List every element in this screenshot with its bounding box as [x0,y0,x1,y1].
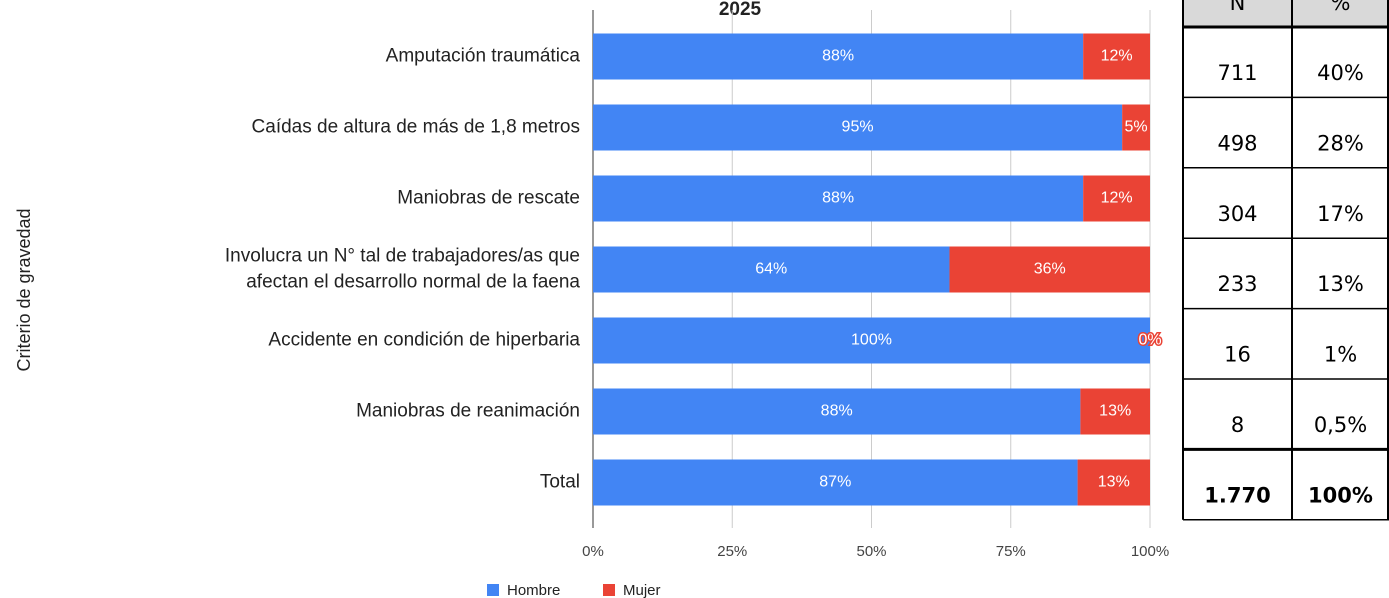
value-label: 88% [822,190,854,207]
bar-segment [1083,33,1150,80]
category-label: Involucra un N° tal de trabajadores/as q… [225,246,581,293]
value-label: 36% [1034,261,1066,278]
legend-swatch [603,584,615,596]
x-tick-label: 0% [582,543,604,560]
value-label: 100% [851,332,892,349]
category-label: Accidente en condición de hiperbaria [268,330,580,351]
x-tick-label: 25% [717,543,747,560]
legend-label: Mujer [623,582,661,598]
value-label: 87% [819,474,851,491]
value-label: 95% [842,119,874,136]
value-label: 13% [1098,474,1130,491]
bar-segment [1122,104,1150,151]
bar-segment [1077,459,1150,506]
value-label: 88% [821,403,853,420]
bar-segment [593,459,1078,506]
table-cell: 8 [1231,413,1244,437]
table-cell: 40% [1317,61,1364,85]
table-cell: 13% [1317,272,1364,296]
category-label: Total [540,472,580,493]
table-cell: 711 [1217,61,1257,85]
table-cell: 17% [1317,202,1364,226]
value-label: 12% [1101,48,1133,65]
table-cell: 16 [1224,343,1251,367]
table-cell: 233 [1217,272,1257,296]
legend-swatch [487,584,499,596]
category-label: Maniobras de reanimación [356,401,580,422]
bar-segment [593,388,1081,435]
value-label: 88% [822,48,854,65]
table-cell: 0,5% [1314,413,1367,437]
bar-segment [1083,175,1150,222]
bar-segment [593,246,950,293]
bar-segment [949,246,1150,293]
bar-segment [1080,388,1150,435]
bar-segment [593,104,1123,151]
bar-segment [593,33,1084,80]
category-label: Amputación traumática [386,46,581,67]
value-label: 0% [1138,332,1161,349]
bar-segment [593,317,1150,364]
table-header-bg [1183,0,1389,27]
x-tick-label: 75% [996,543,1026,560]
category-label: Caídas de altura de más de 1,8 metros [252,117,580,138]
value-label: 5% [1125,119,1148,136]
category-label: Maniobras de rescate [397,188,580,209]
value-label: 13% [1099,403,1131,420]
table-cell: 100% [1308,483,1373,507]
table-cell: 1.770 [1204,483,1270,507]
value-label: 12% [1101,190,1133,207]
table-cell: 28% [1317,131,1364,155]
legend-label: Hombre [507,582,560,598]
table-cell: 498 [1217,131,1257,155]
x-tick-label: 50% [856,543,886,560]
value-label: 64% [755,261,787,278]
table-header: N [1230,0,1246,15]
table-header: % [1331,0,1351,15]
table-cell: 304 [1217,202,1257,226]
y-axis-label: Criterio de gravedad [14,208,34,371]
x-tick-label: 100% [1131,543,1169,560]
bar-segment [593,175,1084,222]
chart-title: 2025 [719,0,762,20]
table-cell: 1% [1324,343,1357,367]
